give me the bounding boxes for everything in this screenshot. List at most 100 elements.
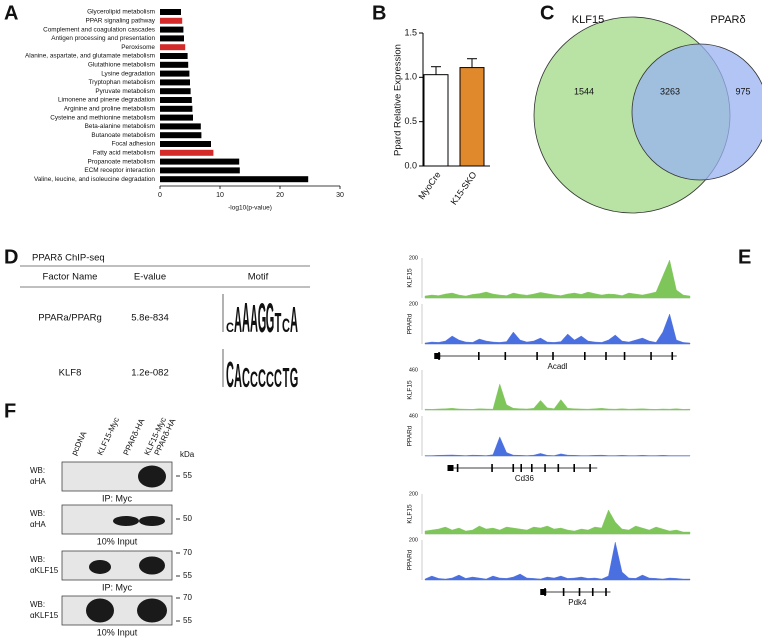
gene-name: Acadl bbox=[547, 362, 567, 371]
signal-track bbox=[424, 509, 691, 535]
blot-caption: 10% Input bbox=[97, 627, 138, 637]
motif-letter: C bbox=[274, 366, 282, 393]
e-value: 5.8e-834 bbox=[131, 313, 169, 324]
exon bbox=[623, 352, 626, 360]
exon bbox=[591, 588, 594, 596]
track-label: KLF15 bbox=[407, 380, 414, 400]
y-tick-label: 0.5 bbox=[404, 116, 417, 126]
blot-caption: IP: Myc bbox=[102, 582, 133, 592]
motif-letter: T bbox=[275, 308, 282, 338]
column-header: Factor Name bbox=[43, 272, 98, 283]
exon bbox=[491, 464, 493, 472]
motif-letter: A bbox=[250, 297, 258, 341]
bar bbox=[160, 158, 240, 165]
marker-size: 70 bbox=[183, 593, 192, 602]
x-tick-label: 0 bbox=[158, 192, 162, 199]
track-tick: 200 bbox=[409, 491, 418, 497]
category-label: Arginine and proline metabolism bbox=[64, 105, 155, 112]
exon bbox=[520, 464, 522, 472]
category-label: Alanine, aspartate, and glutamate metabo… bbox=[25, 53, 155, 60]
bar bbox=[160, 123, 201, 130]
category-label: Tryptophan metabolism bbox=[88, 79, 155, 86]
motif-letter: C bbox=[258, 366, 266, 393]
category-label: Glycerolipid metabolism bbox=[87, 9, 155, 16]
category-label: Complement and coagulation cascades bbox=[43, 26, 155, 33]
bar bbox=[160, 141, 211, 147]
y-axis-label: Ppard Relative Expression bbox=[393, 44, 404, 156]
e-value: 1.2e-082 bbox=[131, 368, 169, 379]
track-label: PPARd bbox=[407, 549, 414, 570]
x-tick-label: 10 bbox=[216, 192, 224, 199]
exon bbox=[562, 588, 565, 596]
gene-name: Pdk4 bbox=[568, 598, 587, 607]
motif-letter: G bbox=[258, 296, 267, 341]
panel-letter: D bbox=[4, 246, 18, 268]
marker-size: 70 bbox=[183, 548, 192, 557]
gene-start bbox=[447, 465, 454, 471]
y-tick-label: 0.0 bbox=[404, 160, 417, 170]
band bbox=[138, 465, 166, 488]
exon bbox=[552, 352, 554, 360]
band bbox=[86, 598, 114, 623]
category-label: Antigen processing and presentation bbox=[51, 35, 155, 42]
exon bbox=[531, 464, 533, 472]
motif-letter: C bbox=[226, 320, 234, 335]
x-tick-label: MyoCre bbox=[416, 170, 442, 202]
panel-letter: E bbox=[738, 246, 751, 268]
exon bbox=[578, 588, 581, 596]
bar bbox=[160, 132, 202, 139]
motif-letter: A bbox=[242, 296, 250, 341]
exon bbox=[544, 588, 546, 596]
exon bbox=[584, 352, 586, 360]
blot-caption: 10% Input bbox=[97, 536, 138, 546]
bar bbox=[160, 114, 193, 121]
exon bbox=[438, 352, 440, 360]
band bbox=[113, 515, 139, 526]
bar bbox=[160, 149, 214, 156]
lane-label: KLF15-Myc bbox=[96, 416, 121, 457]
category-label: Propanoate metabolism bbox=[88, 158, 156, 165]
panel-letter: C bbox=[540, 2, 554, 24]
x-axis-label: -log10(p-value) bbox=[228, 205, 272, 212]
motif-letter: C bbox=[250, 367, 258, 392]
venn-count: 3263 bbox=[660, 86, 680, 96]
gene-start bbox=[540, 589, 547, 595]
category-label: Lysine degradation bbox=[101, 70, 155, 77]
x-tick-label: K15-SKO bbox=[449, 170, 479, 207]
exon bbox=[478, 352, 480, 360]
signal-track bbox=[424, 383, 691, 411]
wb-label: WB: bbox=[30, 555, 45, 564]
motif-letter: A bbox=[234, 359, 242, 395]
track-label: KLF15 bbox=[407, 504, 414, 524]
category-label: Focal adhesion bbox=[112, 141, 156, 148]
bar bbox=[160, 97, 192, 103]
marker-size: 55 bbox=[183, 571, 192, 580]
bar bbox=[160, 105, 193, 112]
set-label: PPARδ bbox=[710, 14, 745, 26]
bar bbox=[160, 61, 189, 68]
category-label: ECM receptor interaction bbox=[84, 167, 155, 174]
column-header: Motif bbox=[248, 272, 269, 283]
bar bbox=[160, 88, 191, 95]
track-tick: 200 bbox=[409, 255, 418, 261]
band bbox=[89, 559, 111, 574]
exon bbox=[504, 352, 507, 360]
venn-set bbox=[631, 43, 762, 181]
exon bbox=[557, 464, 560, 472]
exon bbox=[605, 588, 607, 596]
category-label: Glutathione metabolism bbox=[88, 61, 155, 68]
signal-track bbox=[424, 313, 691, 345]
exon bbox=[456, 464, 459, 472]
bar bbox=[160, 35, 184, 42]
exon bbox=[650, 352, 652, 360]
panel-letter: B bbox=[372, 2, 386, 24]
exon bbox=[671, 352, 674, 360]
motif-letter: C bbox=[226, 355, 234, 396]
track-tick: 460 bbox=[409, 367, 418, 373]
wb-label: WB: bbox=[30, 466, 45, 475]
track-label: KLF15 bbox=[407, 268, 414, 288]
panel-letter: F bbox=[4, 400, 16, 422]
antibody: αKLF15 bbox=[30, 566, 59, 575]
signal-track bbox=[424, 259, 691, 299]
table-title: PPARδ ChIP-seq bbox=[32, 253, 105, 264]
